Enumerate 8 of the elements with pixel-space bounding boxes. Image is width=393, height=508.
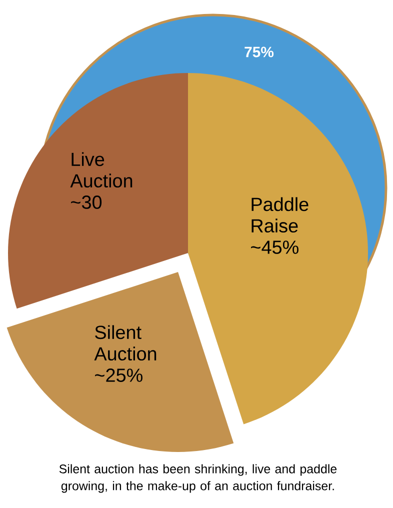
slice-label: Paddle Raise (252, 197, 308, 233)
text: Silent auction has been shrinking, live and paddle growing, in the make-up of an auction fundraiser. (59, 464, 337, 493)
data-label: ~25% (95, 368, 142, 382)
slice-label: Silent Auction (94, 325, 156, 361)
slice-label: Live Auction (70, 152, 132, 188)
data-label: ~45% (251, 240, 298, 254)
data-label: ~30 (71, 196, 102, 209)
text: 75% (244, 46, 274, 58)
